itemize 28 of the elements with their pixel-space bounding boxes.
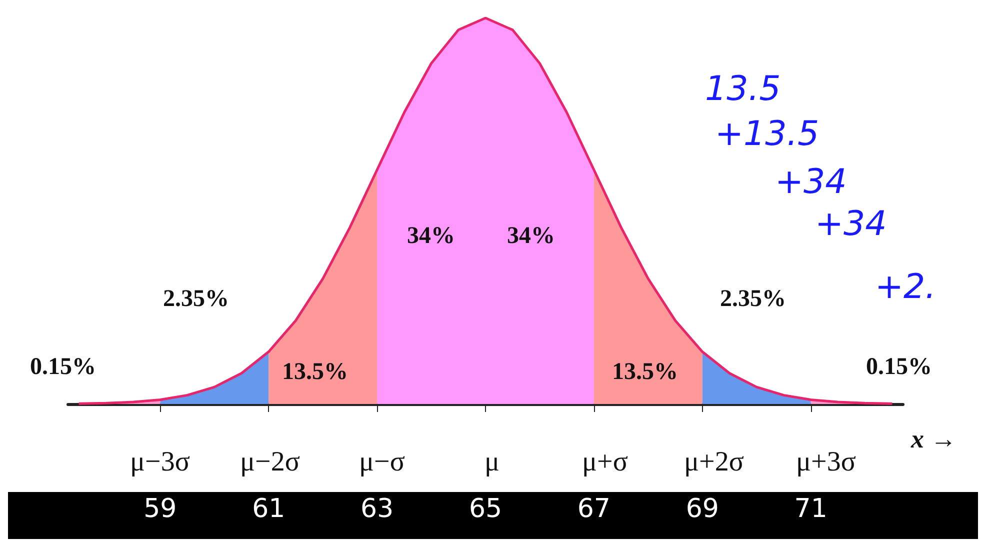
annotation: 34%	[507, 223, 555, 249]
annotation: 13.5%	[282, 359, 348, 385]
annotation: +13.5	[715, 114, 820, 154]
x-tick-label: 67	[577, 494, 610, 524]
annotation: 0.15%	[30, 354, 96, 380]
x-tick-label: 63	[360, 494, 394, 524]
x-tick-label: 65	[468, 494, 502, 524]
x-tick-label: 61	[252, 494, 286, 524]
annotation: 13.5	[705, 69, 781, 109]
annotation: +34	[815, 204, 887, 244]
x-tick-label: 71	[794, 494, 828, 524]
x-tick-label: 59	[144, 494, 177, 524]
annotation: 2.35%	[163, 286, 229, 312]
annotation: 13.5%	[612, 359, 678, 385]
annotation: 34%	[407, 223, 455, 249]
x-tick-label: 69	[686, 494, 719, 524]
annotation: 0.15%	[866, 354, 932, 380]
text: μ−3σ	[130, 446, 190, 478]
x-axis-title: x →	[910, 424, 956, 454]
text: μ−σ	[359, 446, 405, 478]
text: μ+σ	[582, 446, 628, 478]
text: μ+3σ	[796, 446, 856, 478]
text: μ+2σ	[684, 446, 744, 478]
annotation: +2.	[875, 267, 936, 307]
annotation: +34	[775, 162, 847, 202]
text: μ−2σ	[240, 446, 300, 478]
text: μ	[484, 446, 500, 478]
annotation: 2.35%	[720, 286, 786, 312]
